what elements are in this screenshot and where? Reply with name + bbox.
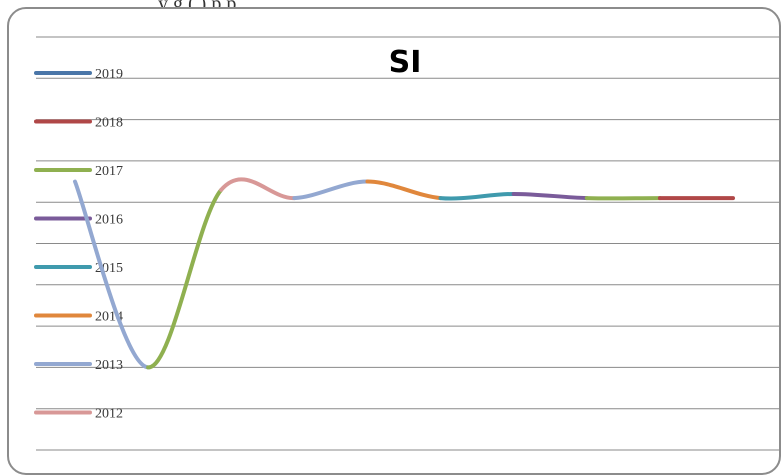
legend-label: 2018 — [95, 116, 123, 131]
chart-frame — [7, 7, 781, 475]
legend-item-2016: 2016 — [34, 213, 123, 228]
legend-label: 2013 — [95, 358, 123, 373]
line-segment-2012 — [219, 177, 297, 201]
legend-item-2018: 2018 — [34, 116, 123, 131]
line-segment-2017 — [146, 187, 224, 370]
line-segment-2014 — [365, 179, 443, 201]
line-segment-2013 — [73, 179, 151, 370]
line-segment-2015 — [438, 191, 516, 201]
gridlines — [36, 36, 780, 451]
line-segment-2013 — [292, 179, 370, 201]
chart-title: SI — [389, 45, 422, 80]
legend-label: 2019 — [95, 67, 123, 82]
legend-label: 2016 — [95, 213, 123, 228]
legend-item-2017: 2017 — [34, 164, 123, 179]
legend-item-2019: 2019 — [34, 67, 123, 82]
legend-item-2013: 2013 — [34, 358, 123, 373]
plot-lines — [73, 177, 735, 370]
legend-item-2012: 2012 — [34, 407, 123, 422]
legend-label: 2017 — [95, 164, 123, 179]
line-segment-2016 — [511, 191, 589, 201]
legend-label: 2012 — [95, 407, 123, 422]
